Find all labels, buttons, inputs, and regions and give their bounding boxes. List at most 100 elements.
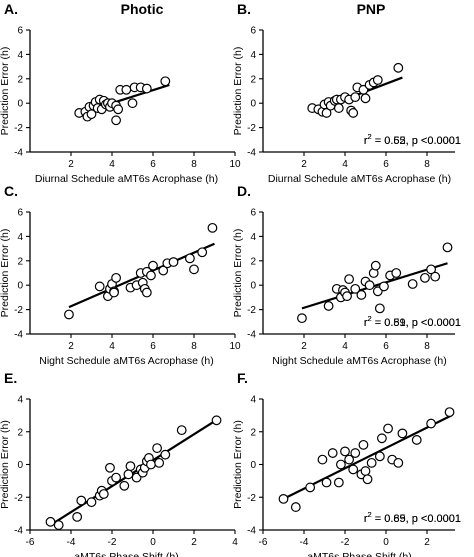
panel-e-data-point <box>152 443 163 454</box>
panel-c-x-axis-label: Night Schedule aMT6s Acrophase (h) <box>39 355 214 367</box>
panel-b-y-tick-label: 6 <box>250 26 256 37</box>
panel-f-data-point <box>327 448 338 458</box>
panel-e-data-point <box>160 449 171 460</box>
panel-d-data-point <box>323 301 334 311</box>
panel-d-x-axis-label: Night Schedule aMT6s Acrophase (h) <box>272 355 447 367</box>
panel-f-x-tick-label: 0 <box>383 537 389 548</box>
panel-e-x-tick-label: -6 <box>26 537 35 548</box>
panel-d-data-point <box>420 272 430 283</box>
panel-c-y-tick-label: -4 <box>14 330 23 341</box>
panel-d-data-point <box>370 260 381 271</box>
panel-b-data-point <box>372 75 383 85</box>
panel-c-data-point <box>184 253 195 264</box>
panel-f-data-point <box>321 477 332 488</box>
panel-e-x-tick-label: 4 <box>232 537 238 548</box>
panel-f-x-tick-label: 2 <box>424 537 430 548</box>
panel-f-x-axis-label: aMT6s Phase Shift (h) <box>307 551 411 557</box>
panel-f-data-point <box>362 474 373 485</box>
panel-c-y-tick-label: 2 <box>17 256 23 267</box>
panel-d-regression-line <box>301 262 448 310</box>
panel-f-data-point <box>397 428 408 439</box>
panel-d-x-tick-label: 6 <box>383 341 389 352</box>
panel-f-data-point <box>305 482 316 493</box>
panel-f-x-tick-label: -2 <box>341 537 350 548</box>
panel-d-data-point <box>342 291 352 302</box>
panel-c-x-tick-label: 6 <box>150 341 156 352</box>
panel-b-data-point <box>393 62 404 73</box>
panel-d-data-point <box>430 271 441 282</box>
panel-f-y-tick-label: 2 <box>250 427 256 438</box>
panel-e-data-point <box>176 425 187 436</box>
panel-f-data-point <box>360 466 371 476</box>
panel-e-x-tick-label: 0 <box>150 537 156 548</box>
panel-f-data-point <box>340 446 350 457</box>
panel-b-x-tick-label: 8 <box>424 159 430 170</box>
panel-b-label: B. <box>237 1 251 17</box>
panel-e-y-axis-label: Prediction Error (h) <box>0 420 11 509</box>
panel-a-data-point <box>121 84 132 95</box>
panel-c-data-point <box>189 264 199 275</box>
panel-f-data-point <box>366 457 377 468</box>
panel-c-x-tick-label: 10 <box>229 341 241 352</box>
panel-d-y-tick-label: 0 <box>250 281 256 292</box>
panel-f-y-axis-label: Prediction Error (h) <box>232 420 244 509</box>
panel-b-data-point <box>321 108 332 118</box>
panel-c-data-point <box>158 265 169 276</box>
panel-f-data-point <box>336 459 346 470</box>
panel-a-y-tick-label: 0 <box>17 99 23 110</box>
panel-f-data-point <box>344 454 355 465</box>
panel-a-data-point <box>127 98 138 109</box>
panel-d-y-axis-label: Prediction Error (h) <box>232 229 244 318</box>
panel-f-y-tick-label: 0 <box>250 460 256 471</box>
panel-a-data-point <box>111 115 121 126</box>
panel-a-label: A. <box>4 1 18 17</box>
panel-f-x-tick-label: -6 <box>259 537 268 548</box>
panel-b-x-tick-label: 2 <box>301 159 307 170</box>
panel-b-x-tick-label: 6 <box>383 159 389 170</box>
column-title-photic: Photic <box>121 1 164 17</box>
panel-d-label: D. <box>237 183 251 199</box>
panel-d-data-point <box>374 303 385 314</box>
panel-a-x-tick-label: 8 <box>191 159 197 170</box>
panel-f-label: F. <box>237 370 248 386</box>
panel-a: A. -4 -2 0 2 4 6 2 4 6 8 10 Diurnal Schedule aMT6s A… <box>0 1 461 185</box>
panel-e-y-tick-label: -4 <box>14 526 23 537</box>
panel-b-y-tick-label: 2 <box>250 74 256 85</box>
panel-e-label: E. <box>4 370 17 386</box>
panel-b: B. -4 -2 0 2 4 6 2 4 6 8 Diurnal Schedule aMT6s Acr… <box>232 1 461 185</box>
panel-b-x-tick-label: 4 <box>342 159 348 170</box>
panel-a-x-tick-label: 6 <box>150 159 156 170</box>
panel-f-data-point <box>350 448 361 458</box>
panel-b-data-point <box>348 108 359 118</box>
panel-d-x-tick-label: 4 <box>342 341 348 352</box>
panel-c-data-point <box>168 257 179 267</box>
panel-e-y-tick-label: 4 <box>17 395 23 406</box>
panel-c-label: C. <box>4 183 18 199</box>
panel-d-data-point <box>350 283 361 294</box>
panel-c-data-point <box>64 309 74 320</box>
panel-f-data-point <box>393 457 404 468</box>
panel-c-data-point <box>148 260 158 271</box>
panel-e-x-tick-label: -4 <box>67 537 76 548</box>
panel-d-data-point <box>356 290 367 300</box>
panel-d-data-point <box>364 280 375 291</box>
panel-f-data-point <box>444 407 455 418</box>
panel-d-x-tick-label: 8 <box>424 341 430 352</box>
panel-f-data-point <box>377 433 387 444</box>
panel-c-x-tick-label: 4 <box>109 341 115 352</box>
panel-b-data-point <box>333 103 344 113</box>
panel-f-data-point <box>290 502 301 512</box>
panel-f-data-point <box>426 418 437 429</box>
panel-e-x-tick-label: 2 <box>191 537 197 548</box>
panel-d-x-tick-label: 2 <box>301 341 307 352</box>
panel-f-data-point <box>358 439 369 450</box>
panel-c-y-tick-label: 4 <box>17 232 23 243</box>
panel-c-data-point <box>141 287 152 298</box>
panel-e-data-point <box>98 489 109 499</box>
panel-d-data-point <box>426 264 437 275</box>
panel-d-y-tick-label: -4 <box>247 330 256 341</box>
panel-c-x-tick-label: 2 <box>68 341 74 352</box>
panel-a-y-tick-label: 4 <box>17 50 23 61</box>
